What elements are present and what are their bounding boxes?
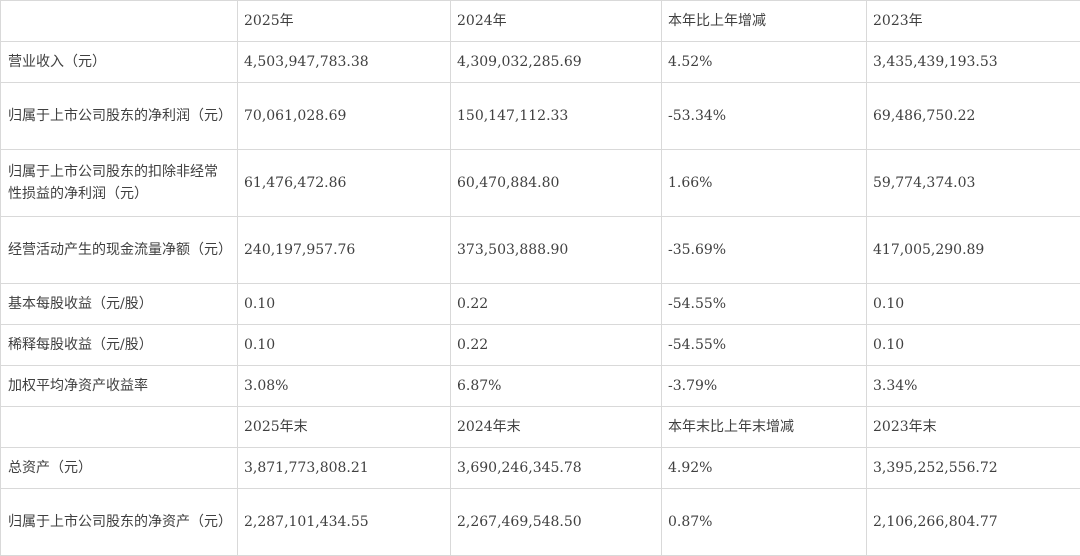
table-row: 基本每股收益（元/股） 0.10 0.22 -54.55% 0.10 <box>1 284 1080 325</box>
table-row: 稀释每股收益（元/股） 0.10 0.22 -54.55% 0.10 <box>1 325 1080 366</box>
table-cell: 417,005,290.89 <box>867 217 1080 284</box>
row-label: 稀释每股收益（元/股） <box>1 325 238 366</box>
row-label: 归属于上市公司股东的净资产（元） <box>1 489 238 556</box>
table-cell: 2,106,266,804.77 <box>867 489 1080 556</box>
header-cell: 2024年 <box>451 1 662 42</box>
table-cell: 0.22 <box>451 284 662 325</box>
table-cell: 69,486,750.22 <box>867 83 1080 150</box>
table-cell: 59,774,374.03 <box>867 150 1080 217</box>
table-cell: 4.52% <box>662 42 867 83</box>
table-cell: 4,503,947,783.38 <box>238 42 451 83</box>
table-cell: 6.87% <box>451 366 662 407</box>
table-cell: -35.69% <box>662 217 867 284</box>
table-cell: 150,147,112.33 <box>451 83 662 150</box>
header-cell: 2023年末 <box>867 407 1080 448</box>
table-row: 经营活动产生的现金流量净额（元） 240,197,957.76 373,503,… <box>1 217 1080 284</box>
table-cell: 4,309,032,285.69 <box>451 42 662 83</box>
table-cell: 373,503,888.90 <box>451 217 662 284</box>
row-label: 加权平均净资产收益率 <box>1 366 238 407</box>
table-cell: 3.08% <box>238 366 451 407</box>
header-cell: 2023年 <box>867 1 1080 42</box>
header-label-cell <box>1 1 238 42</box>
table-cell: 240,197,957.76 <box>238 217 451 284</box>
table-cell: 0.10 <box>867 325 1080 366</box>
table-cell: 2,287,101,434.55 <box>238 489 451 556</box>
table-cell: 1.66% <box>662 150 867 217</box>
row-label: 归属于上市公司股东的扣除非经常性损益的净利润（元） <box>1 150 238 217</box>
table-cell: 3,690,246,345.78 <box>451 448 662 489</box>
row-label: 总资产（元） <box>1 448 238 489</box>
table-cell: 61,476,472.86 <box>238 150 451 217</box>
table-cell: -54.55% <box>662 284 867 325</box>
table-row: 总资产（元） 3,871,773,808.21 3,690,246,345.78… <box>1 448 1080 489</box>
table-cell: 4.92% <box>662 448 867 489</box>
row-label: 基本每股收益（元/股） <box>1 284 238 325</box>
table-cell: 70,061,028.69 <box>238 83 451 150</box>
row-label: 归属于上市公司股东的净利润（元） <box>1 83 238 150</box>
table-cell: -54.55% <box>662 325 867 366</box>
header-cell: 本年比上年增减 <box>662 1 867 42</box>
header-cell: 2025年末 <box>238 407 451 448</box>
table-cell: 0.22 <box>451 325 662 366</box>
header-cell: 2024年末 <box>451 407 662 448</box>
table-header-row: 2025年末 2024年末 本年末比上年末增减 2023年末 <box>1 407 1080 448</box>
table-row: 营业收入（元） 4,503,947,783.38 4,309,032,285.6… <box>1 42 1080 83</box>
table-row: 加权平均净资产收益率 3.08% 6.87% -3.79% 3.34% <box>1 366 1080 407</box>
table-row: 归属于上市公司股东的净利润（元） 70,061,028.69 150,147,1… <box>1 83 1080 150</box>
table-cell: 0.10 <box>238 284 451 325</box>
table-header-row: 2025年 2024年 本年比上年增减 2023年 <box>1 1 1080 42</box>
table-cell: 60,470,884.80 <box>451 150 662 217</box>
table-cell: 3,395,252,556.72 <box>867 448 1080 489</box>
header-cell: 2025年 <box>238 1 451 42</box>
header-label-cell <box>1 407 238 448</box>
header-cell: 本年末比上年末增减 <box>662 407 867 448</box>
table-cell: -53.34% <box>662 83 867 150</box>
table-cell: 2,267,469,548.50 <box>451 489 662 556</box>
table-row: 归属于上市公司股东的扣除非经常性损益的净利润（元） 61,476,472.86 … <box>1 150 1080 217</box>
table-cell: 3,435,439,193.53 <box>867 42 1080 83</box>
row-label: 营业收入（元） <box>1 42 238 83</box>
table-cell: 3,871,773,808.21 <box>238 448 451 489</box>
table-cell: 0.87% <box>662 489 867 556</box>
table-row: 归属于上市公司股东的净资产（元） 2,287,101,434.55 2,267,… <box>1 489 1080 556</box>
table-cell: 0.10 <box>238 325 451 366</box>
table-cell: 0.10 <box>867 284 1080 325</box>
table-cell: 3.34% <box>867 366 1080 407</box>
table-cell: -3.79% <box>662 366 867 407</box>
row-label: 经营活动产生的现金流量净额（元） <box>1 217 238 284</box>
